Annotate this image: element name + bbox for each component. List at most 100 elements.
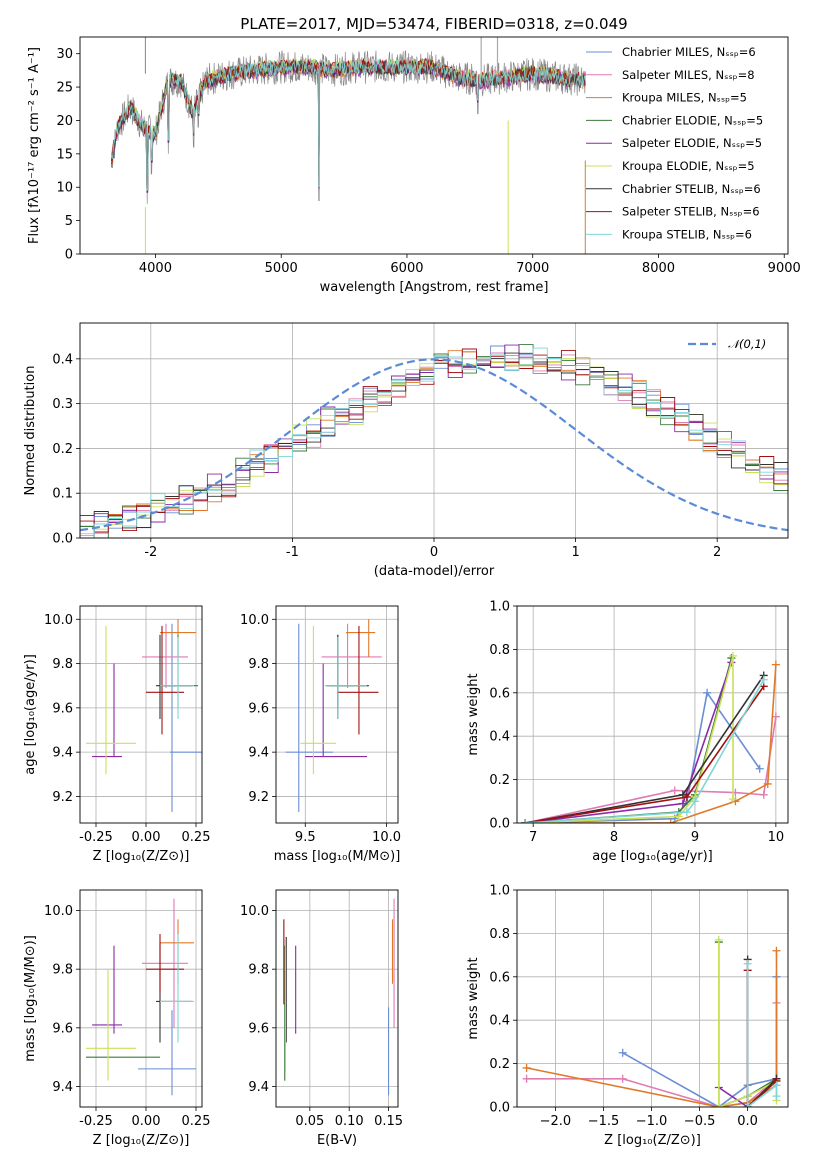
weight-point-marker <box>674 812 683 821</box>
residuals-xtick-label: -2 <box>144 545 157 560</box>
z_weight-ytick-label: 0.4 <box>489 1014 510 1029</box>
age_weight-ytick-label: 0.4 <box>489 730 510 745</box>
z_age-xtick-label: 0.00 <box>132 830 161 845</box>
ebv_mass-frame <box>275 889 399 1108</box>
ebv_mass-ytick-label: 10.0 <box>240 904 269 919</box>
z_age-frame <box>79 605 203 824</box>
residuals-frame <box>79 322 789 539</box>
z_age-ytick-label: 9.2 <box>52 790 73 805</box>
residuals-xtick-label: 0 <box>430 545 438 560</box>
z_mass-plot-area <box>86 898 196 1096</box>
histogram-series <box>80 344 788 538</box>
spectrum-ytick-label: 25 <box>56 81 73 96</box>
z_weight-xtick-label: −1.5 <box>588 1114 620 1129</box>
z_age-xtick-label: -0.25 <box>79 830 113 845</box>
residuals-axes: -2 -1 0 1 2 0.0 0.1 0.2 0.3 0.4 <box>52 323 788 560</box>
weight-series-line <box>525 664 777 823</box>
legend-label: Salpeter MILES, Nₛₛₚ=8 <box>622 68 755 82</box>
histogram-series <box>80 347 788 538</box>
spectrum-xtick-label: 9000 <box>768 261 801 276</box>
z_weight-frame <box>516 889 789 1108</box>
ebv_mass-ytick-label: 9.8 <box>248 963 269 978</box>
spectrum-series-line <box>111 59 586 191</box>
z_age-xtick-label: 0.25 <box>182 830 211 845</box>
z_mass-ytick-label: 9.4 <box>52 1080 73 1095</box>
age_weight-ytick-label: 0.2 <box>489 773 510 788</box>
spectrum-frame <box>79 36 789 255</box>
weight-point-marker <box>522 1063 531 1072</box>
age_weight-xlabel: age [log₁₀(age/yr)] <box>592 849 713 864</box>
z_mass-xtick-label: -0.25 <box>79 1114 113 1129</box>
z_age-plot-area <box>86 619 202 812</box>
weight-point-marker <box>670 786 679 795</box>
weight-series-line <box>525 662 733 823</box>
mass_age-ytick-label: 9.8 <box>248 657 269 672</box>
weight-point-marker <box>728 651 737 660</box>
weight-series-line <box>746 963 778 1107</box>
z_mass-xtick-label: 0.25 <box>182 1114 211 1129</box>
legend-label: Kroupa ELODIE, Nₛₛₚ=5 <box>622 159 755 173</box>
mass_age-frame <box>275 605 399 824</box>
weight-point-marker <box>772 1081 781 1090</box>
residuals-ytick-label: 0.3 <box>52 397 73 412</box>
legend-label: Chabrier STELIB, Nₛₛₚ=6 <box>622 182 761 196</box>
z_age-ylabel: age [log₁₀(age/yr)] <box>23 654 38 775</box>
z_weight-ytick-label: 0.6 <box>489 970 510 985</box>
z_age-ytick-label: 10.0 <box>44 613 73 628</box>
residuals-xtick-label: 1 <box>571 545 579 560</box>
z_weight-plot-area <box>522 935 781 1107</box>
spectrum-plot-area <box>111 37 586 254</box>
weight-series-line <box>525 657 733 823</box>
age_weight-ytick-label: 0.0 <box>489 817 510 832</box>
z_mass-ytick-label: 9.6 <box>52 1021 73 1036</box>
weight-point-marker <box>714 935 723 944</box>
weight-point-marker <box>759 675 768 684</box>
weight-point-marker <box>763 779 772 788</box>
ebv_mass-xtick-label: 0.05 <box>295 1114 324 1129</box>
spectrum-xlabel: wavelength [Angstrom, rest frame] <box>320 280 549 295</box>
z_weight-ytick-label: 0.2 <box>489 1057 510 1072</box>
mass_age-ytick-label: 9.6 <box>248 701 269 716</box>
spectrum-ytick-label: 10 <box>56 181 73 196</box>
weight-point-marker <box>743 1103 752 1107</box>
residuals-ytick-label: 0.0 <box>52 532 73 547</box>
z_mass-frame <box>79 889 203 1108</box>
z_weight-xtick-label: −0.5 <box>684 1114 716 1129</box>
mass_age-xtick-label: 10.0 <box>372 830 401 845</box>
residuals-xtick-label: -1 <box>286 545 299 560</box>
weight-point-marker <box>678 799 687 808</box>
z_age-ytick-label: 9.6 <box>52 701 73 716</box>
spectrum-xtick-label: 4000 <box>139 261 172 276</box>
age_weight-plot-area <box>521 651 780 823</box>
weight-series-line <box>524 674 765 823</box>
spectrum-ytick-label: 30 <box>56 47 73 62</box>
weight-point-marker <box>728 795 737 804</box>
residuals-ylabel: Normed distribution <box>23 366 38 496</box>
ebv_mass-ytick-label: 9.6 <box>248 1021 269 1036</box>
spectrum-ytick-label: 0 <box>65 248 73 263</box>
gaussian-curve <box>80 358 788 532</box>
spectrum-ytick-label: 15 <box>56 147 73 162</box>
age_weight-xtick-label: 10 <box>768 830 785 845</box>
legend-label: Chabrier ELODIE, Nₛₛₚ=5 <box>622 113 763 127</box>
legend-label: Salpeter ELODIE, Nₛₛₚ=5 <box>622 136 762 150</box>
spectrum-ylabel: Flux [fλ10⁻¹⁷ erg cm⁻² s⁻¹ A⁻¹] <box>27 47 42 244</box>
age_weight-ytick-label: 0.6 <box>489 686 510 701</box>
residuals-plot-area <box>80 344 788 538</box>
z_weight-ytick-label: 0.8 <box>489 927 510 942</box>
z_mass-axes: -0.25 0.00 0.25 9.4 9.6 9.8 10.0 <box>44 890 210 1129</box>
weight-series-line <box>746 970 778 1107</box>
z_weight-xtick-label: −1.0 <box>636 1114 668 1129</box>
weight-point-marker <box>703 688 712 697</box>
spectrum-axes: 4000 5000 6000 7000 8000 9000 0 5 10 15 20 25 30 <box>56 47 800 276</box>
age_weight-ytick-label: 0.8 <box>489 643 510 658</box>
weight-point-marker <box>743 959 752 968</box>
z_weight-xtick-label: 0.0 <box>737 1114 758 1129</box>
weight-point-marker <box>714 1103 723 1107</box>
z_mass-xlabel: Z [log₁₀(Z/Z⊙)] <box>93 1133 190 1148</box>
weight-point-marker <box>771 660 780 669</box>
age_weight-ytick-label: 1.0 <box>489 600 510 615</box>
age_weight-xtick-label: 8 <box>610 830 618 845</box>
ebv_mass-ytick-label: 9.4 <box>248 1080 269 1095</box>
spectrum-xtick-label: 7000 <box>516 261 549 276</box>
